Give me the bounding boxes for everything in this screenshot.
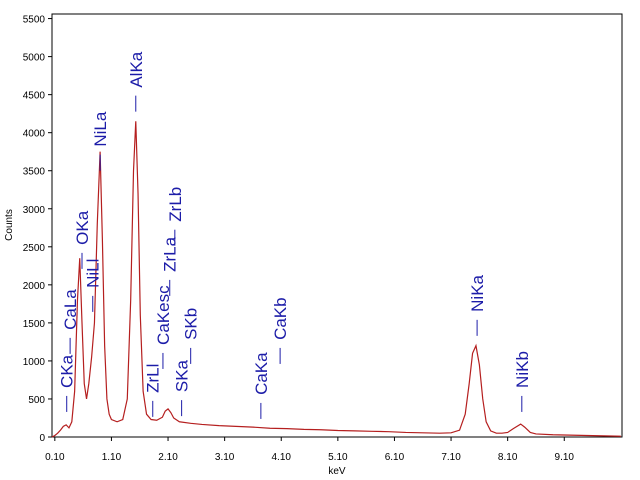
x-tick-label: 0.10 xyxy=(45,452,65,463)
annotation-label: ZrLl xyxy=(144,364,163,393)
annotation-label: OKa xyxy=(73,210,92,245)
annotation-label: ZrLb xyxy=(166,187,185,222)
y-tick-label: 4000 xyxy=(23,129,46,140)
annotation-label: NiKb xyxy=(513,351,532,388)
y-tick-label: 3000 xyxy=(23,205,46,216)
annotation-label: CaKesc xyxy=(154,285,173,345)
x-tick-label: 5.10 xyxy=(328,452,348,463)
x-tick-label: 3.10 xyxy=(215,452,235,463)
x-tick-label: 1.10 xyxy=(102,452,122,463)
y-tick-label: 0 xyxy=(39,433,45,444)
y-tick-label: 500 xyxy=(28,395,45,406)
y-tick-label: 4500 xyxy=(23,91,46,102)
y-tick-label: 1500 xyxy=(23,319,46,330)
annotation-label: CaKa xyxy=(252,352,271,395)
x-axis-label: keV xyxy=(328,466,346,477)
annotation-label: AlKa xyxy=(127,51,146,87)
y-tick-label: 3500 xyxy=(23,167,46,178)
annotation-label: CaKb xyxy=(271,297,290,340)
x-tick-label: 4.10 xyxy=(272,452,292,463)
annotation-label: NiLa xyxy=(91,111,110,147)
y-tick-label: 5500 xyxy=(23,15,46,26)
y-tick-label: 2500 xyxy=(23,243,46,254)
y-axis-label: Counts xyxy=(4,209,15,241)
annotation-label: CKa xyxy=(58,354,77,388)
spectrum-line xyxy=(51,121,621,438)
annotation-label: SKa xyxy=(173,359,192,392)
x-tick-label: 9.10 xyxy=(555,452,575,463)
annotation-label: NiLl xyxy=(84,259,103,288)
y-tick-label: 5000 xyxy=(23,53,46,64)
x-tick-label: 2.10 xyxy=(158,452,178,463)
annotation-label: ZrLa xyxy=(161,236,180,272)
x-tick-label: 7.10 xyxy=(441,452,461,463)
annotation-label: CaLa xyxy=(61,289,80,330)
plot-frame xyxy=(51,13,623,438)
x-tick-label: 8.10 xyxy=(498,452,518,463)
annotation-label: NiKa xyxy=(468,274,487,311)
x-tick-label: 6.10 xyxy=(385,452,405,463)
annotation-label: SKb xyxy=(182,308,201,340)
y-tick-label: 2000 xyxy=(23,281,46,292)
y-tick-label: 1000 xyxy=(23,357,46,368)
